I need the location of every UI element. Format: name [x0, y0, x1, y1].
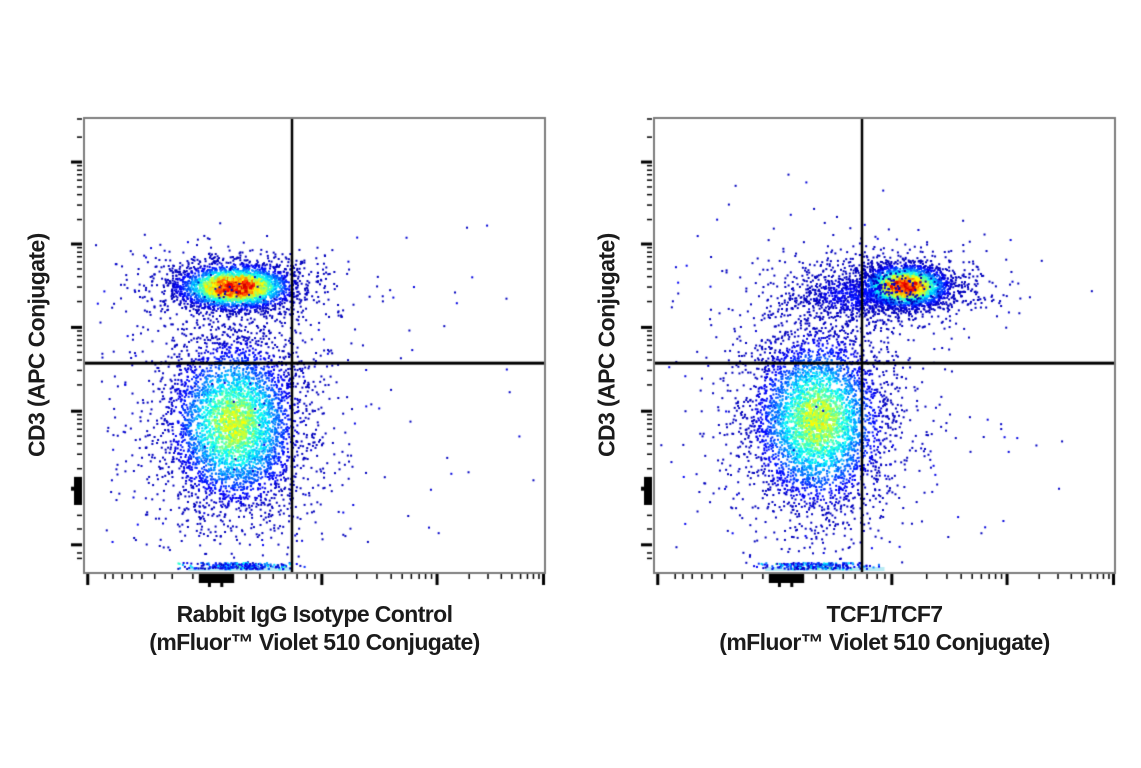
- x-axis-label-left-line1: Rabbit IgG Isotype Control: [176, 601, 453, 627]
- flow-plot-right-canvas: [625, 107, 1126, 590]
- flow-plot-left-canvas: [55, 107, 556, 590]
- x-axis-label-left-line2: (mFluor™ Violet 510 Conjugate): [149, 629, 480, 655]
- y-axis-label-right: CD3 (APC Conjugate): [593, 233, 620, 457]
- x-axis-label-left: Rabbit IgG Isotype Control (mFluor™ Viol…: [85, 600, 544, 656]
- y-axis-label-left: CD3 (APC Conjugate): [23, 233, 50, 457]
- x-axis-label-right-line2: (mFluor™ Violet 510 Conjugate): [719, 629, 1050, 655]
- x-axis-label-right: TCF1/TCF7 (mFluor™ Violet 510 Conjugate): [655, 600, 1114, 656]
- x-axis-label-right-line1: TCF1/TCF7: [826, 601, 944, 627]
